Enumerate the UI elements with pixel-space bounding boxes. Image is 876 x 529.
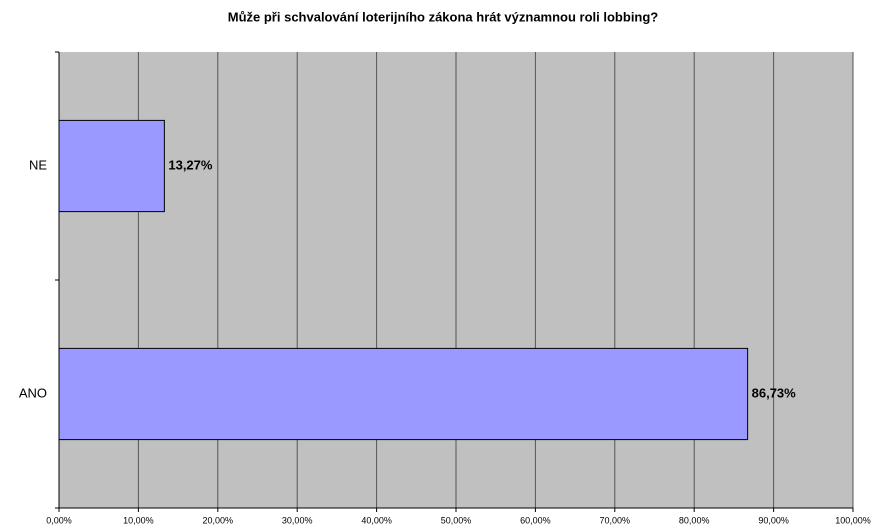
chart-title: Může při schvalování loterijního zákona … xyxy=(228,9,659,24)
y-tick-label: ANO xyxy=(19,385,47,400)
x-tick-label: 100,00% xyxy=(835,515,871,525)
data-label: 13,27% xyxy=(168,157,213,172)
bar xyxy=(58,119,165,213)
x-tick-label: 70,00% xyxy=(600,515,631,525)
x-tick-label: 50,00% xyxy=(441,515,472,525)
x-tick-label: 90,00% xyxy=(758,515,789,525)
bar xyxy=(58,347,749,441)
x-tick-label: 80,00% xyxy=(679,515,710,525)
x-tick-label: 60,00% xyxy=(520,515,551,525)
x-tick-label: 40,00% xyxy=(361,515,392,525)
x-tick-label: 20,00% xyxy=(203,515,234,525)
y-tick-label: NE xyxy=(29,157,47,172)
x-tick-label: 30,00% xyxy=(282,515,313,525)
x-tick-label: 0,00% xyxy=(46,515,72,525)
data-label: 86,73% xyxy=(752,385,797,400)
x-tick-label: 10,00% xyxy=(123,515,154,525)
